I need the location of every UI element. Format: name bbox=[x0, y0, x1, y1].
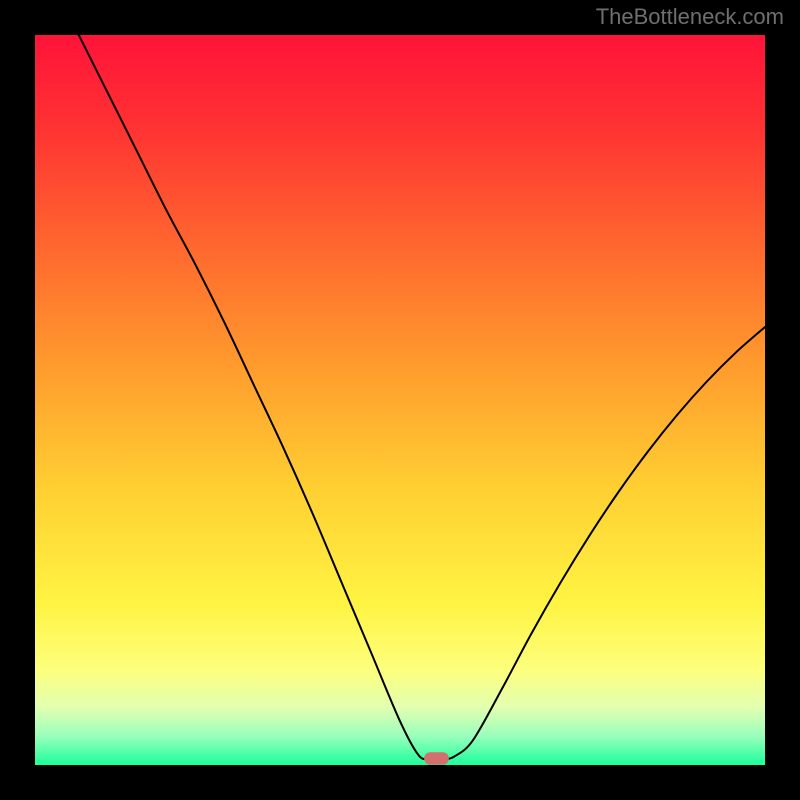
optimal-marker bbox=[424, 752, 449, 764]
watermark-text: TheBottleneck.com bbox=[596, 4, 784, 30]
chart-svg bbox=[35, 35, 765, 765]
gradient-background bbox=[35, 35, 765, 765]
plot-area bbox=[35, 35, 765, 765]
